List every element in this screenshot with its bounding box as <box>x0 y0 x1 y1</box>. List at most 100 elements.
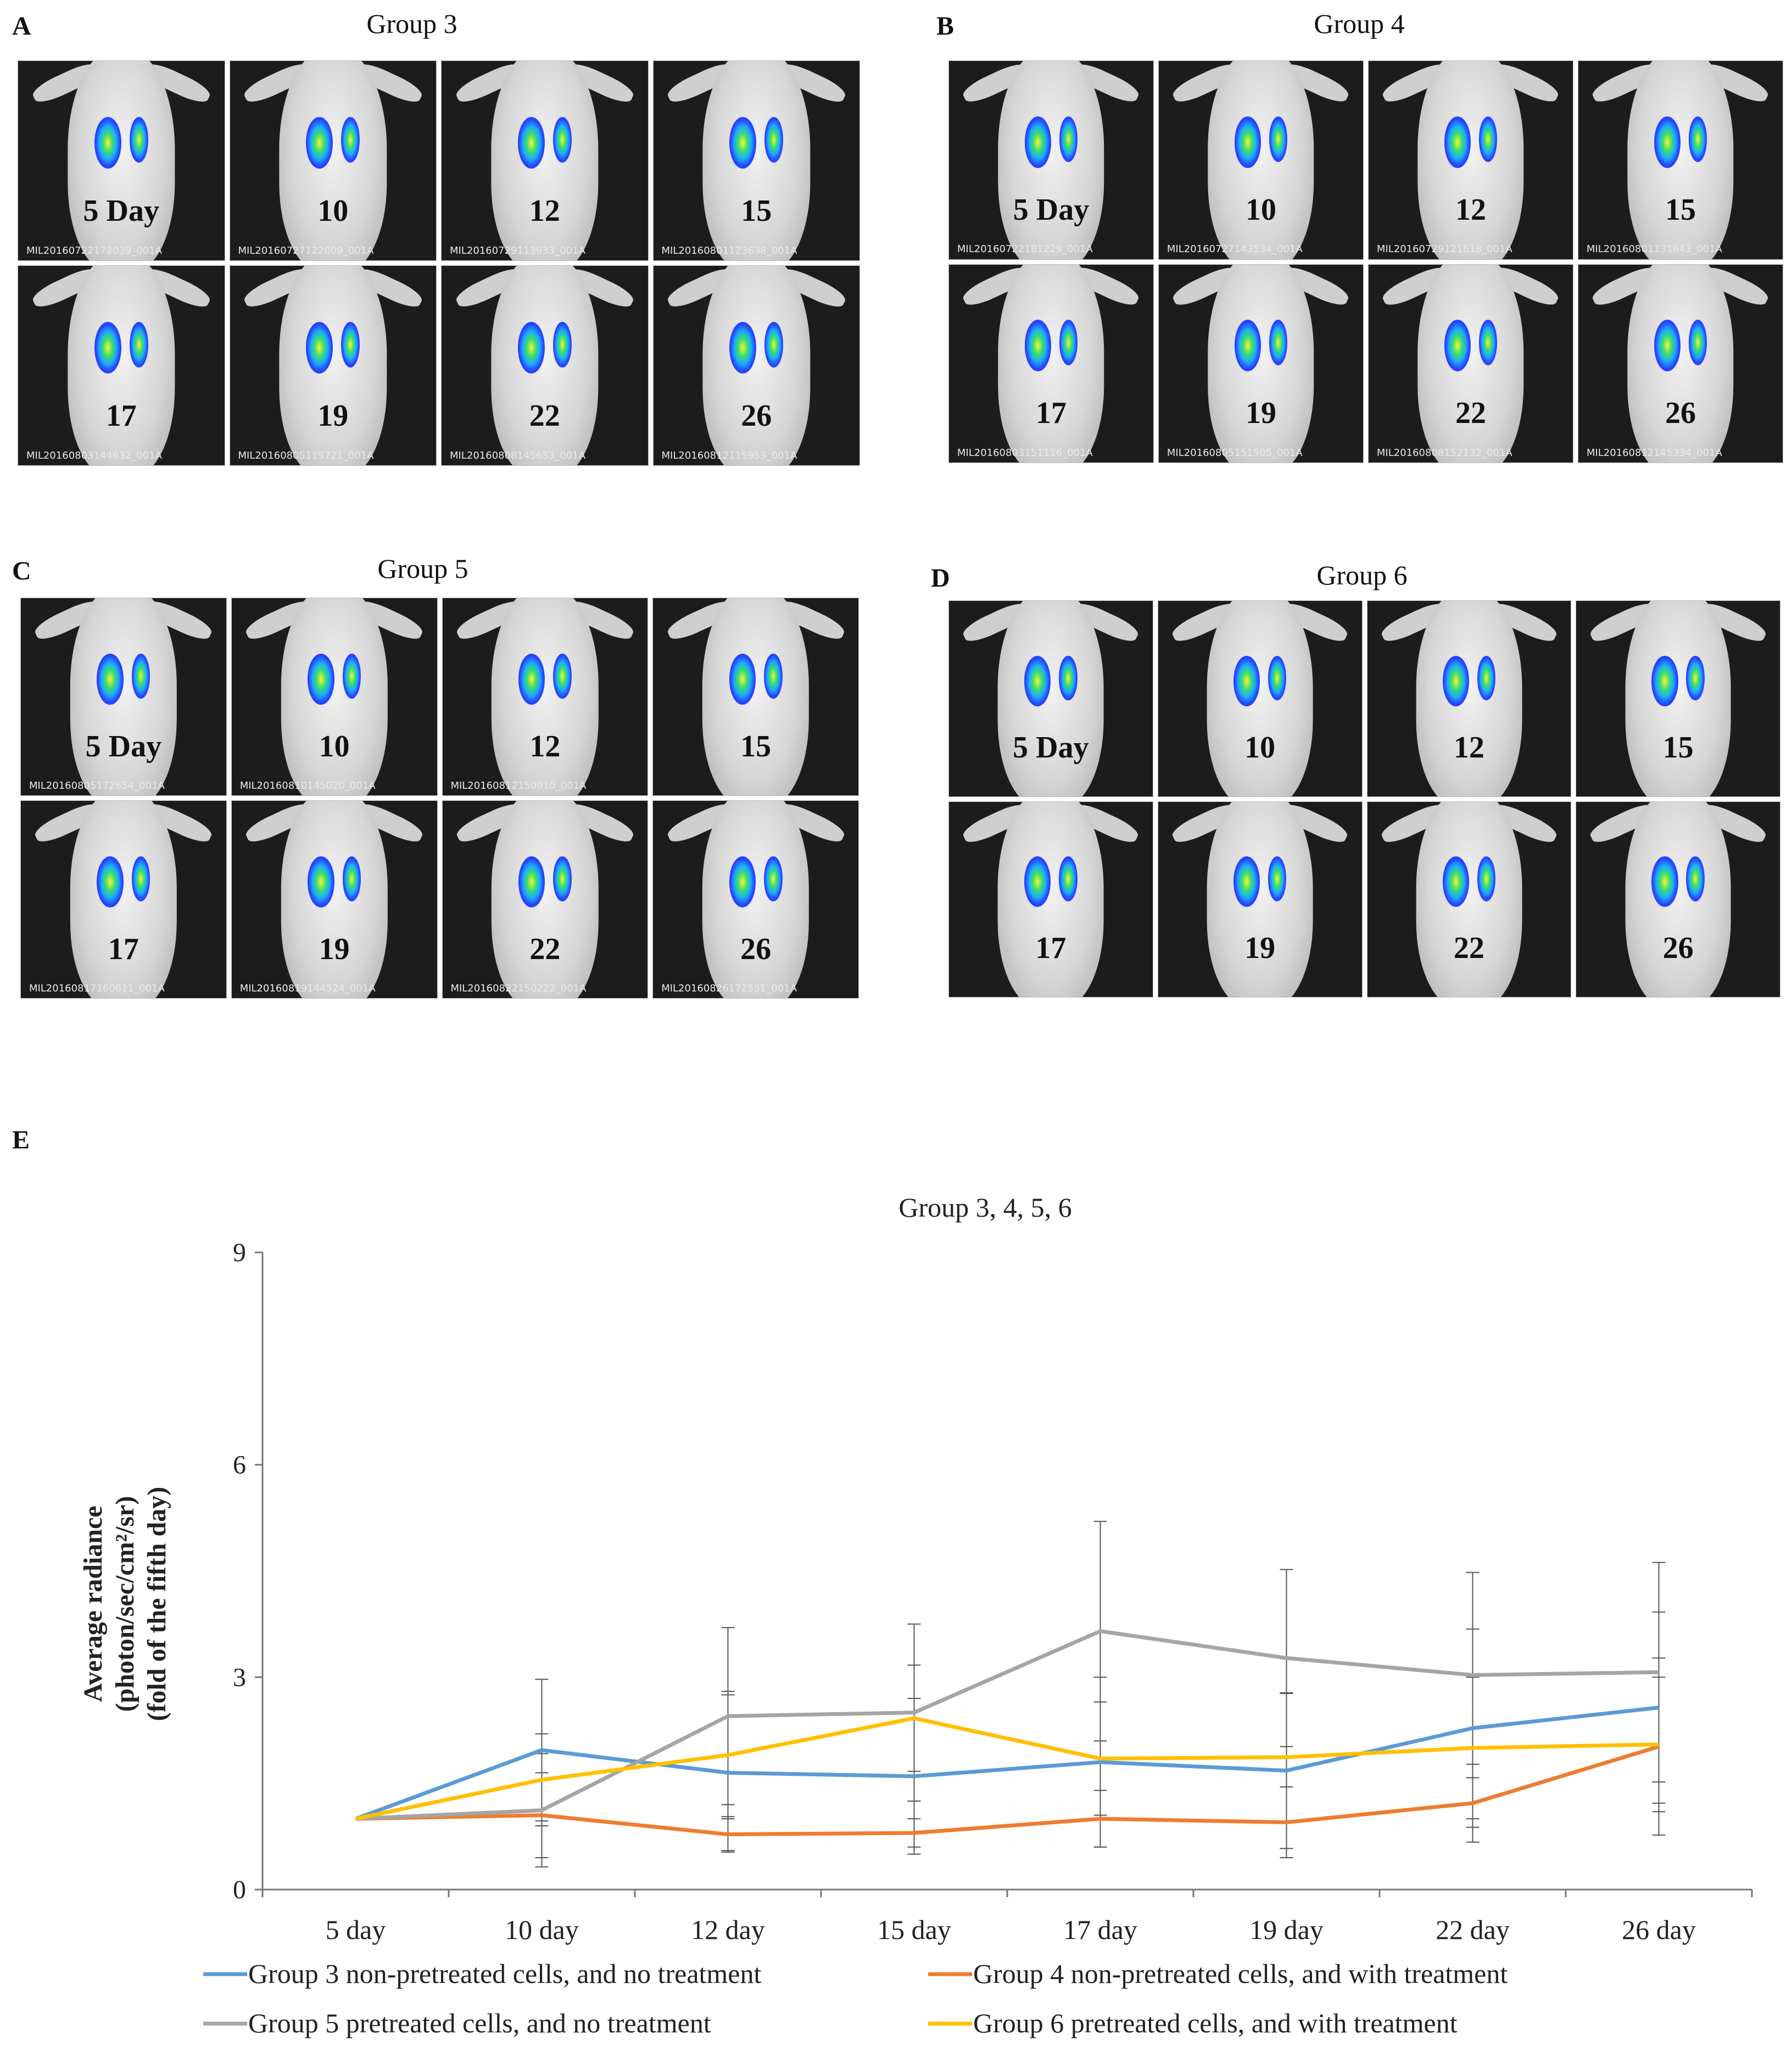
bioluminescence-signal <box>517 321 545 374</box>
bioluminescence-signal <box>764 856 783 902</box>
mouse-body <box>1417 264 1524 463</box>
x-tick-label: 22 day <box>1436 1914 1510 1945</box>
bioluminescence-signal <box>518 653 545 705</box>
bioluminescence-signal <box>1444 320 1471 372</box>
bioluminescence-signal <box>1686 856 1705 901</box>
panel-b-grid: 5 Day MIL20160722181229_001A 10 MIL20160727… <box>948 60 1783 463</box>
day-label: 17 <box>105 398 137 433</box>
day-label: 19 <box>1246 396 1276 431</box>
imaging-tile: 12 MIL20160729113933_001A <box>441 60 649 261</box>
image-filename: MIL20160822150222_001A <box>450 982 587 994</box>
bioluminescence-signal <box>131 653 150 699</box>
day-label: 17 <box>1035 931 1067 966</box>
imaging-tile: 10 MIL20160727143534_001A <box>1158 60 1364 260</box>
series-line <box>355 1716 1659 1821</box>
panel-letter-e: E <box>12 1125 30 1155</box>
mouse-body <box>1627 60 1734 259</box>
mouse-body <box>1417 60 1524 259</box>
day-label: 10 <box>319 729 350 764</box>
day-label: 12 <box>529 729 561 764</box>
panel-letter-c: C <box>12 556 31 586</box>
mouse-body <box>1208 264 1314 463</box>
image-filename: MIL20160803151116_001A <box>957 447 1093 459</box>
bioluminescence-signal <box>1654 320 1681 372</box>
panel-c-title: Group 5 <box>377 553 468 584</box>
image-filename: MIL20160819144524_001A <box>239 982 376 994</box>
bioluminescence-signal <box>1477 856 1496 901</box>
line-chart: Group 3, 4, 5, 6 0 3 6 9 5 day 10 day 12 day 15 … <box>79 1192 1753 2038</box>
mouse-body <box>68 61 175 260</box>
bioluminescence-signal <box>729 116 757 169</box>
mouse-body <box>998 60 1104 259</box>
panel-d-title: Group 6 <box>1316 560 1408 590</box>
mouse-body <box>998 264 1104 463</box>
bioluminescence-signal <box>1059 856 1078 901</box>
bioluminescence-signal <box>94 321 121 374</box>
day-label: 5 Day <box>1013 192 1090 227</box>
image-filename: MIL20160812150910_001A <box>450 779 587 792</box>
mouse-body <box>702 801 810 998</box>
mouse-body <box>491 266 599 465</box>
bioluminescence-signal <box>729 856 756 907</box>
bioluminescence-signal <box>306 321 333 374</box>
image-filename: MIL20160826172531_001A <box>661 982 797 994</box>
day-label: 10 <box>317 193 349 228</box>
day-label: 12 <box>1453 730 1484 765</box>
bioluminescence-signal <box>729 653 756 705</box>
image-filename: MIL20160805151505_001A <box>1166 447 1303 459</box>
mouse-body <box>281 598 388 795</box>
imaging-tile: 19 MIL20160805151505_001A <box>1158 264 1364 463</box>
image-filename: MIL20160808152132_001A <box>1376 447 1512 459</box>
bioluminescence-signal <box>1233 655 1260 706</box>
day-label: 19 <box>317 398 349 433</box>
bioluminescence-signal <box>552 321 572 368</box>
panel-letter-b: B <box>936 12 954 41</box>
imaging-tile: 10 <box>1157 600 1363 797</box>
bioluminescence-signal <box>1654 116 1681 168</box>
day-label: 15 <box>1665 192 1696 227</box>
bioluminescence-signal <box>1478 116 1498 162</box>
legend-label: Group 5 pretreated cells, and no treatme… <box>248 2008 711 2038</box>
bioluminescence-signal <box>1234 320 1261 372</box>
mouse-body <box>492 598 599 795</box>
chart-title: Group 3, 4, 5, 6 <box>898 1192 1071 1223</box>
mouse-body <box>70 598 177 795</box>
mouse-body <box>1625 801 1732 998</box>
image-filename: MIL20160722172039_001A <box>26 244 162 257</box>
bioluminescence-signal <box>1442 655 1469 706</box>
x-tick-label: 12 day <box>691 1914 765 1945</box>
day-label: 15 <box>1662 730 1694 765</box>
day-label: 22 <box>529 932 561 966</box>
panel-c-grid: 5 Day MIL20160805172654_001A 10 MIL20160810… <box>20 598 859 999</box>
image-filename: MIL20160727122009_001A <box>238 244 374 257</box>
imaging-tile: 22 <box>1366 801 1572 998</box>
day-label: 10 <box>1244 730 1276 765</box>
bioluminescence-signal <box>129 116 148 163</box>
mouse-body <box>997 801 1104 998</box>
day-label: 19 <box>319 932 350 966</box>
series-line <box>355 1629 1659 1821</box>
imaging-tile: 10 MIL20160810145020_001A <box>231 598 438 796</box>
imaging-tile: 19 <box>1157 801 1363 998</box>
bioluminescence-signal <box>1478 320 1498 366</box>
imaging-tile: 26 MIL20160826172531_001A <box>652 800 859 999</box>
image-filename: MIL20160729121618_001A <box>1376 243 1512 255</box>
imaging-tile: 17 MIL20160803144632_001A <box>18 265 225 466</box>
bioluminescence-signal <box>1059 116 1078 162</box>
bioluminescence-signal <box>1059 320 1078 366</box>
day-label: 22 <box>529 398 560 433</box>
imaging-tile: 17 <box>948 801 1153 998</box>
bioluminescence-signal <box>1024 320 1051 372</box>
bioluminescence-signal <box>308 653 334 705</box>
mouse-body <box>1625 600 1732 796</box>
bioluminescence-signal <box>308 856 334 907</box>
day-label: 19 <box>1244 931 1276 966</box>
bioluminescence-signal <box>1269 116 1288 162</box>
bioluminescence-signal <box>1234 116 1261 168</box>
bioluminescence-signal <box>764 116 784 163</box>
imaging-tile: 22 MIL20160808145653_001A <box>441 265 649 466</box>
bioluminescence-signal <box>552 116 572 163</box>
day-label: 26 <box>1662 931 1694 966</box>
y-axis-label: (photon/sec/cm²/sr) <box>110 1496 139 1712</box>
image-filename: MIL20160805115721_001A <box>238 449 374 461</box>
